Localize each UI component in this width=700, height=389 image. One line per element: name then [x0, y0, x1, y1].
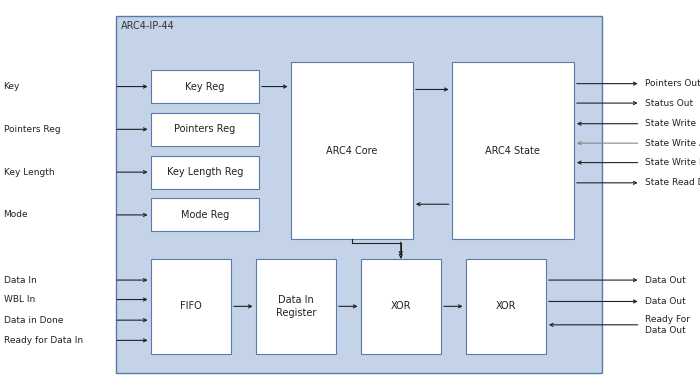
Text: Pointers Out: Pointers Out: [645, 79, 700, 88]
Text: State Write: State Write: [645, 119, 696, 128]
Text: Key Reg: Key Reg: [185, 82, 225, 91]
Text: Data in Done: Data in Done: [4, 315, 63, 325]
Bar: [466, 259, 546, 354]
Bar: [452, 62, 574, 239]
Bar: [256, 259, 336, 354]
Bar: [150, 156, 259, 189]
Bar: [150, 113, 259, 146]
Text: State Write Data: State Write Data: [645, 158, 700, 167]
Bar: [290, 62, 413, 239]
Text: Key Length Reg: Key Length Reg: [167, 167, 243, 177]
Text: State Read Data: State Read Data: [645, 178, 700, 187]
Text: State Write Address: State Write Address: [645, 138, 700, 148]
Text: Mode Reg: Mode Reg: [181, 210, 229, 220]
Text: Ready For
Data Out: Ready For Data Out: [645, 315, 690, 335]
Text: FIFO: FIFO: [180, 301, 202, 311]
Bar: [150, 70, 259, 103]
Text: Pointers Reg: Pointers Reg: [174, 124, 235, 134]
Bar: [150, 198, 259, 231]
Bar: [360, 259, 441, 354]
Text: XOR: XOR: [391, 301, 411, 311]
Text: Pointers Reg: Pointers Reg: [4, 125, 60, 134]
Text: Status Out: Status Out: [645, 98, 694, 108]
Text: Key Length: Key Length: [4, 168, 54, 177]
Text: Key: Key: [4, 82, 20, 91]
Bar: [116, 16, 602, 373]
Text: XOR: XOR: [496, 301, 516, 311]
Text: Data Out: Data Out: [645, 275, 686, 285]
Text: Data In
Register: Data In Register: [276, 295, 316, 318]
Text: Mode: Mode: [4, 210, 28, 219]
Text: ARC4 State: ARC4 State: [485, 146, 540, 156]
Bar: [150, 259, 231, 354]
Text: Data Out: Data Out: [645, 297, 686, 306]
Text: WBL In: WBL In: [4, 295, 35, 304]
Text: ARC4-IP-44: ARC4-IP-44: [121, 21, 175, 32]
Text: Ready for Data In: Ready for Data In: [4, 336, 83, 345]
Text: Data In: Data In: [4, 275, 36, 285]
Text: ARC4 Core: ARC4 Core: [326, 146, 377, 156]
